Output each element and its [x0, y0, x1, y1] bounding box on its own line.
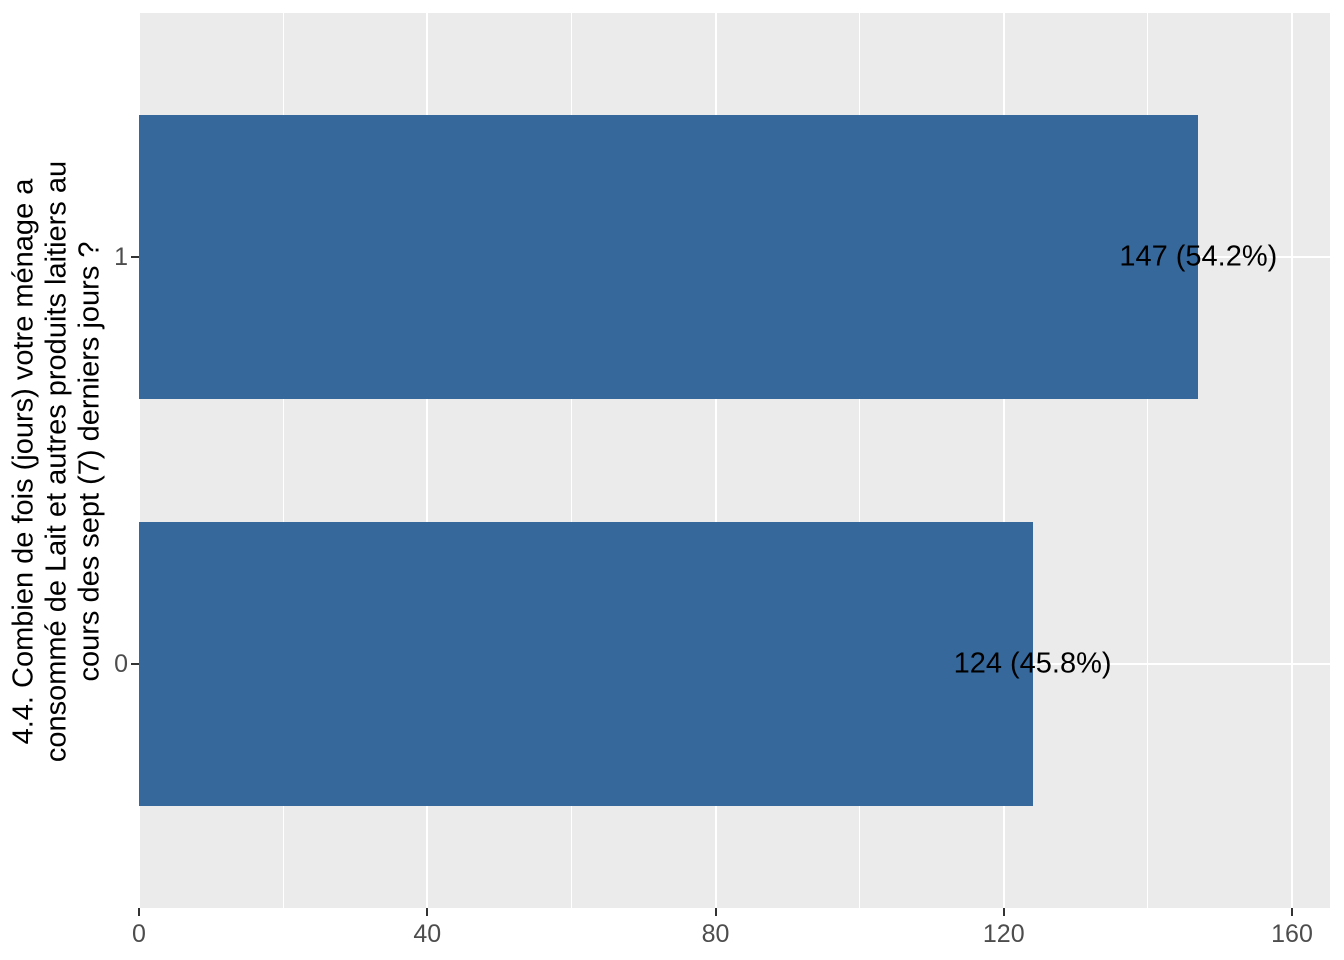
x-axis-tick-label: 80	[701, 920, 730, 948]
x-axis-tick-label: 0	[132, 920, 146, 948]
gridline-vertical-major	[426, 13, 429, 908]
y-axis-title-line: cours des sept (7) derniers jours ?	[73, 240, 106, 682]
bar	[139, 114, 1199, 400]
y-axis-title: 4.4. Combien de fois (jours) votre ménag…	[8, 0, 107, 931]
gridline-vertical-minor	[570, 13, 572, 908]
y-axis-tick-label: 0	[114, 649, 128, 678]
bar-value-label: 124 (45.8%)	[953, 647, 1112, 680]
gridline-vertical-major	[714, 13, 717, 908]
gridline-vertical-major	[1002, 13, 1005, 908]
x-axis-tick-label: 160	[1271, 920, 1313, 948]
x-axis-tick-label: 40	[413, 920, 442, 948]
gridline-vertical-minor	[859, 13, 861, 908]
bar	[139, 521, 1033, 807]
gridline-vertical-major	[139, 13, 140, 908]
plot-panel	[139, 13, 1330, 908]
x-axis-tick-mark	[138, 908, 140, 916]
x-axis-tick-mark	[1291, 908, 1293, 916]
gridline-vertical-major	[1291, 13, 1293, 908]
y-axis-tick-label: 1	[114, 243, 128, 272]
y-axis-title-line: 4.4. Combien de fois (jours) votre ménag…	[7, 178, 40, 744]
gridline-vertical-minor	[1147, 13, 1149, 908]
x-axis-tick-label: 120	[982, 920, 1025, 948]
y-axis-tick-mark	[131, 256, 139, 259]
x-axis-tick-mark	[426, 908, 429, 916]
gridline-vertical-minor	[282, 13, 284, 908]
x-axis-tick-mark	[1002, 908, 1005, 916]
y-axis-tick-mark	[131, 662, 139, 665]
bar-value-label: 147 (54.2%)	[1119, 240, 1278, 273]
y-axis-title-line: consommé de Lait et autres produits lait…	[40, 160, 73, 762]
x-axis-tick-mark	[714, 908, 717, 916]
